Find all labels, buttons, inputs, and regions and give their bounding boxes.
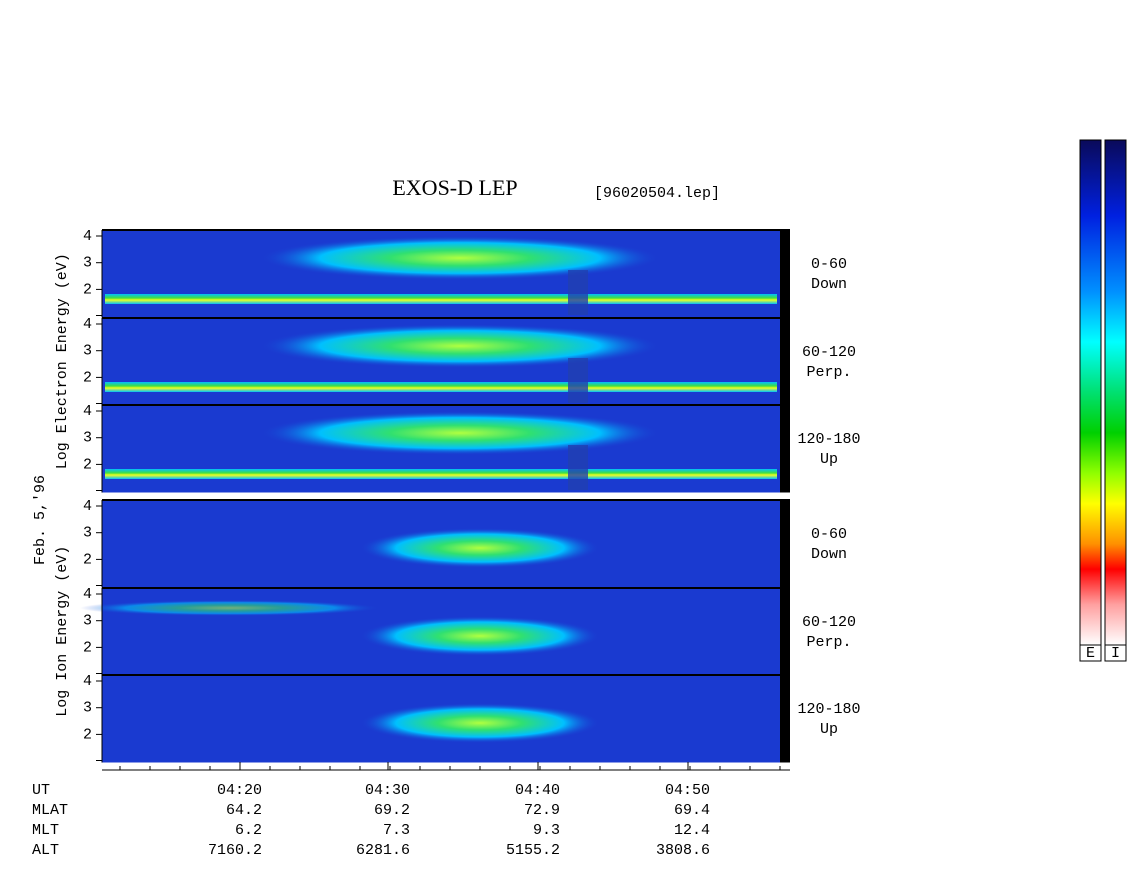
direction: Perp.	[806, 364, 851, 381]
ephemeris-value: 72.9	[524, 802, 560, 819]
direction: Perp.	[806, 634, 851, 651]
ephemeris-value: 7.3	[383, 822, 410, 839]
ephemeris-value: 3808.6	[656, 842, 710, 859]
y-tick-label: 2	[83, 726, 92, 743]
y-tick-label: 2	[83, 281, 92, 298]
spectrogram-gap	[568, 445, 588, 490]
pitch-angle: 120-180	[797, 431, 860, 448]
row-label: MLAT	[32, 802, 68, 819]
ephemeris-value: 5155.2	[506, 842, 560, 859]
y-tick-label: 2	[83, 369, 92, 386]
direction: Down	[811, 276, 847, 293]
colorbar-label: I	[1111, 645, 1120, 662]
ephemeris-value: 04:50	[665, 782, 710, 799]
spectrogram-stripe	[105, 382, 777, 392]
spectrogram-band	[360, 703, 600, 743]
ephemeris-value: 04:20	[217, 782, 262, 799]
direction: Down	[811, 546, 847, 563]
spectrogram-gap	[568, 270, 588, 315]
y-axis-label: Log Electron Energy (eV)	[54, 253, 71, 469]
ephemeris-value: 12.4	[674, 822, 710, 839]
y-tick-label: 4	[83, 498, 92, 515]
spectrogram-gap	[568, 358, 588, 403]
spectrogram-stripe	[105, 469, 777, 479]
ephemeris-value: 7160.2	[208, 842, 262, 859]
data-gap	[780, 230, 790, 318]
ephemeris-value: 6.2	[235, 822, 262, 839]
ephemeris-value: 04:30	[365, 782, 410, 799]
y-tick-label: 2	[83, 639, 92, 656]
date: Feb. 5,'96	[32, 475, 49, 565]
row-label: MLT	[32, 822, 59, 839]
y-tick-label: 2	[83, 456, 92, 473]
title: EXOS-D LEP	[392, 175, 517, 200]
ephemeris-value: 69.4	[674, 802, 710, 819]
colorbar	[1079, 139, 1102, 646]
y-tick-label: 3	[83, 430, 92, 447]
y-tick-label: 3	[83, 700, 92, 717]
data-gap	[780, 588, 790, 676]
y-tick-label: 3	[83, 525, 92, 542]
pitch-angle: 0-60	[811, 256, 847, 273]
ephemeris-value: 6281.6	[356, 842, 410, 859]
ephemeris-value: 64.2	[226, 802, 262, 819]
data-gap	[780, 675, 790, 763]
spectrogram-band	[360, 528, 600, 568]
y-tick-label: 3	[83, 255, 92, 272]
direction: Up	[820, 721, 838, 738]
colorbar-label: E	[1086, 645, 1095, 662]
spectrogram-band	[260, 236, 660, 280]
spectrogram-band	[260, 324, 660, 368]
direction: Up	[820, 451, 838, 468]
y-tick-label: 3	[83, 613, 92, 630]
row-label: UT	[32, 782, 50, 799]
pitch-angle: 60-120	[802, 614, 856, 631]
y-axis-label: Log Ion Energy (eV)	[54, 546, 71, 717]
pitch-angle: 0-60	[811, 526, 847, 543]
colorbar-label-box	[1079, 644, 1102, 662]
spectrogram-band	[260, 411, 660, 455]
y-tick-label: 4	[83, 403, 92, 420]
colorbar	[1104, 139, 1127, 646]
file-name: [96020504.lep]	[594, 185, 720, 202]
colorbar-label-box	[1104, 644, 1127, 662]
row-label: ALT	[32, 842, 59, 859]
y-tick-label: 3	[83, 343, 92, 360]
pitch-angle: 120-180	[797, 701, 860, 718]
ephemeris-value: 04:40	[515, 782, 560, 799]
data-gap	[780, 405, 790, 493]
spectrogram-band	[360, 616, 600, 656]
y-tick-label: 4	[83, 673, 92, 690]
y-tick-label: 4	[83, 228, 92, 245]
data-gap	[780, 318, 790, 406]
data-gap	[780, 500, 790, 588]
ephemeris-value: 69.2	[374, 802, 410, 819]
spectrogram-stripe	[105, 294, 777, 304]
y-tick-label: 2	[83, 551, 92, 568]
y-tick-label: 4	[83, 316, 92, 333]
y-tick-label: 4	[83, 586, 92, 603]
spectrogram-band	[80, 600, 380, 616]
pitch-angle: 60-120	[802, 344, 856, 361]
ephemeris-value: 9.3	[533, 822, 560, 839]
